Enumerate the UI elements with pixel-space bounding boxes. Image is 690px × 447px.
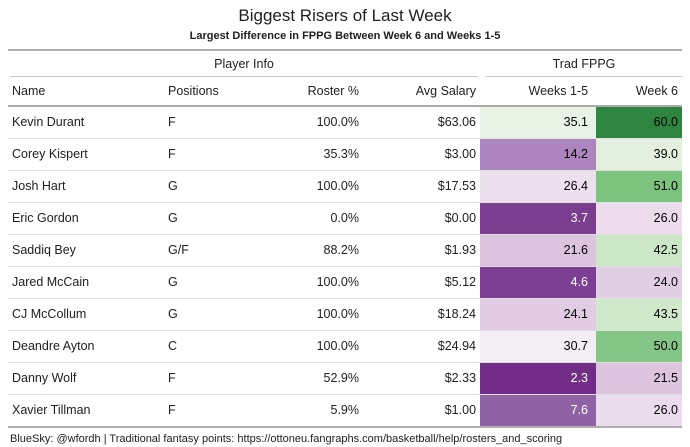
table-body: Kevin Durant F 100.0% $63.06 35.1 60.0 C… bbox=[8, 106, 683, 426]
positions-cell: G bbox=[162, 170, 240, 203]
roster-pct-cell: 100.0% bbox=[240, 298, 365, 331]
week-6-fppg-cell: 50.0 bbox=[596, 330, 683, 363]
table-row: Corey Kispert F 35.3% $3.00 14.2 39.0 bbox=[8, 138, 683, 171]
column-header-roster-pct: Roster % bbox=[240, 77, 365, 107]
week-6-fppg-cell: 60.0 bbox=[596, 106, 683, 139]
avg-salary-cell: $2.33 bbox=[365, 362, 481, 395]
avg-salary-cell: $1.00 bbox=[444, 403, 477, 418]
roster-pct-cell: 0.0% bbox=[240, 202, 365, 235]
weeks-1-5-fppg-cell: 3.7 bbox=[480, 202, 597, 235]
avg-salary-cell: $18.24 bbox=[365, 298, 481, 331]
stats-table: Player Info Trad FPPG Name Positions Ros… bbox=[8, 51, 683, 426]
roster-pct-cell: 100.0% bbox=[240, 106, 365, 139]
week-6-fppg-cell: 26.0 bbox=[596, 202, 683, 235]
weeks-1-5-fppg-cell: 7.6 bbox=[480, 394, 597, 426]
player-name-cell: Deandre Ayton bbox=[8, 330, 162, 363]
player-name-cell: Saddiq Bey bbox=[8, 234, 162, 267]
spanner-row: Player Info Trad FPPG bbox=[8, 51, 683, 77]
avg-salary-cell: $5.12 bbox=[365, 266, 481, 299]
roster-pct-cell: 88.2% bbox=[240, 234, 365, 267]
table-subtitle: Largest Difference in FPPG Between Week … bbox=[189, 30, 501, 42]
roster-pct-cell: 100.0% bbox=[240, 330, 365, 363]
roster-pct-cell: 100.0% bbox=[240, 266, 365, 299]
column-header-week-6: Week 6 bbox=[596, 77, 683, 107]
table-row: CJ McCollum G 100.0% $18.24 24.1 43.5 bbox=[8, 298, 683, 331]
weeks-1-5-fppg-cell: 4.6 bbox=[480, 266, 597, 299]
roster-pct-cell: 35.3% bbox=[240, 138, 365, 171]
player-name-cell: Eric Gordon bbox=[8, 202, 162, 235]
avg-salary-cell: $24.94 bbox=[365, 330, 481, 363]
player-name-cell: Danny Wolf bbox=[8, 362, 162, 395]
positions-cell: G bbox=[162, 266, 240, 299]
table-row: Deandre Ayton C 100.0% $24.94 30.7 50.0 bbox=[8, 330, 683, 363]
weeks-1-5-fppg-cell: 26.4 bbox=[480, 170, 597, 203]
source-note: BlueSky: @wfordh | Traditional fantasy p… bbox=[10, 433, 563, 445]
week-6-fppg-cell: 51.0 bbox=[596, 170, 683, 203]
player-name-cell: Jared McCain bbox=[8, 266, 162, 299]
avg-salary-cell: $63.06 bbox=[365, 106, 481, 139]
column-header-weeks-1-5: Weeks 1-5 bbox=[480, 77, 597, 107]
roster-pct-cell: 52.9% bbox=[240, 362, 365, 395]
week-6-fppg-cell: 42.5 bbox=[596, 234, 683, 267]
player-name-cell: Kevin Durant bbox=[8, 106, 162, 139]
column-header-positions: Positions bbox=[162, 77, 240, 107]
spanner-trad-fppg: Trad FPPG bbox=[486, 51, 683, 77]
player-name-cell: Corey Kispert bbox=[8, 138, 162, 171]
player-name-cell: Xavier Tillman bbox=[12, 403, 91, 418]
roster-pct-cell: 100.0% bbox=[240, 170, 365, 203]
positions-cell: F bbox=[162, 106, 240, 139]
table-title: Biggest Risers of Last Week bbox=[238, 6, 452, 25]
spanner-player-info: Player Info bbox=[10, 51, 479, 77]
avg-salary-cell: $3.00 bbox=[365, 138, 481, 171]
weeks-1-5-fppg-cell: 21.6 bbox=[480, 234, 597, 267]
week-6-fppg-cell: 21.5 bbox=[596, 362, 683, 395]
player-name-cell: Josh Hart bbox=[8, 170, 162, 203]
table-row: Eric Gordon G 0.0% $0.00 3.7 26.0 bbox=[8, 202, 683, 235]
stats-table-wrap: Player Info Trad FPPG Name Positions Ros… bbox=[8, 49, 683, 428]
positions-cell: G/F bbox=[162, 234, 240, 267]
week-6-fppg-cell: 43.5 bbox=[596, 298, 683, 331]
positions-cell: F bbox=[168, 403, 176, 418]
week-6-fppg-cell: 26.0 bbox=[596, 394, 683, 426]
table-row: Kevin Durant F 100.0% $63.06 35.1 60.0 bbox=[8, 106, 683, 139]
avg-salary-cell: $0.00 bbox=[365, 202, 481, 235]
weeks-1-5-fppg-cell: 24.1 bbox=[480, 298, 597, 331]
positions-cell: F bbox=[162, 362, 240, 395]
weeks-1-5-fppg-cell: 30.7 bbox=[480, 330, 597, 363]
table-row: Jared McCain G 100.0% $5.12 4.6 24.0 bbox=[8, 266, 683, 299]
column-header-row: Name Positions Roster % Avg Salary Weeks… bbox=[8, 77, 683, 107]
player-name-cell: CJ McCollum bbox=[8, 298, 162, 331]
positions-cell: C bbox=[162, 330, 240, 363]
column-header-name: Name bbox=[8, 77, 162, 107]
weeks-1-5-fppg-cell: 35.1 bbox=[480, 106, 597, 139]
positions-cell: F bbox=[162, 138, 240, 171]
table-row: Danny Wolf F 52.9% $2.33 2.3 21.5 bbox=[8, 362, 683, 395]
positions-cell: G bbox=[162, 298, 240, 331]
avg-salary-cell: $1.93 bbox=[365, 234, 481, 267]
table-row: Xavier Tillman F 5.9% $1.00 7.6 26.0 bbox=[8, 394, 683, 426]
table-row: Saddiq Bey G/F 88.2% $1.93 21.6 42.5 bbox=[8, 234, 683, 267]
positions-cell: G bbox=[162, 202, 240, 235]
column-header-avg-salary: Avg Salary bbox=[365, 77, 481, 107]
weeks-1-5-fppg-cell: 14.2 bbox=[480, 138, 597, 171]
week-6-fppg-cell: 39.0 bbox=[596, 138, 683, 171]
avg-salary-cell: $17.53 bbox=[365, 170, 481, 203]
table-row: Josh Hart G 100.0% $17.53 26.4 51.0 bbox=[8, 170, 683, 203]
roster-pct-cell: 5.9% bbox=[330, 403, 360, 418]
weeks-1-5-fppg-cell: 2.3 bbox=[480, 362, 597, 395]
week-6-fppg-cell: 24.0 bbox=[596, 266, 683, 299]
